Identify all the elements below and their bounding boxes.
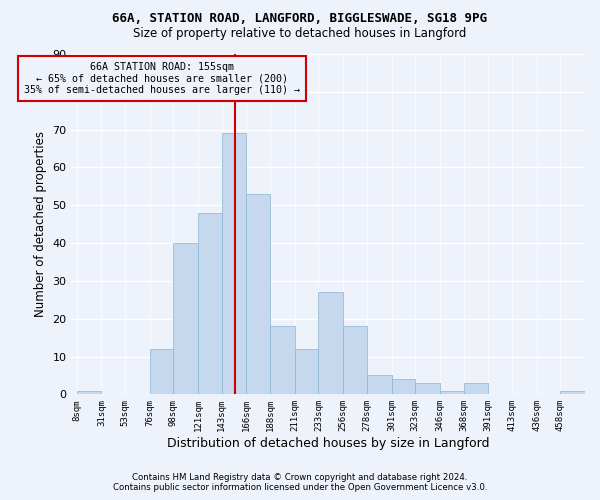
Bar bbox=[343, 326, 367, 394]
Bar bbox=[173, 243, 198, 394]
Bar bbox=[150, 349, 173, 395]
Bar bbox=[319, 292, 343, 394]
X-axis label: Distribution of detached houses by size in Langford: Distribution of detached houses by size … bbox=[167, 437, 490, 450]
Text: 66A STATION ROAD: 155sqm
← 65% of detached houses are smaller (200)
35% of semi-: 66A STATION ROAD: 155sqm ← 65% of detach… bbox=[23, 62, 299, 95]
Text: Contains public sector information licensed under the Open Government Licence v3: Contains public sector information licen… bbox=[113, 484, 487, 492]
Text: 66A, STATION ROAD, LANGFORD, BIGGLESWADE, SG18 9PG: 66A, STATION ROAD, LANGFORD, BIGGLESWADE… bbox=[113, 12, 487, 26]
Bar bbox=[222, 134, 247, 394]
Bar bbox=[415, 383, 440, 394]
Bar bbox=[77, 390, 101, 394]
Bar bbox=[440, 390, 464, 394]
Bar bbox=[367, 376, 392, 394]
Bar bbox=[392, 379, 415, 394]
Text: Size of property relative to detached houses in Langford: Size of property relative to detached ho… bbox=[133, 28, 467, 40]
Bar bbox=[560, 390, 585, 394]
Bar bbox=[295, 349, 319, 395]
Text: Contains HM Land Registry data © Crown copyright and database right 2024.: Contains HM Land Registry data © Crown c… bbox=[132, 474, 468, 482]
Bar bbox=[464, 383, 488, 394]
Bar bbox=[198, 213, 222, 394]
Y-axis label: Number of detached properties: Number of detached properties bbox=[34, 131, 47, 317]
Bar bbox=[270, 326, 295, 394]
Bar bbox=[247, 194, 270, 394]
